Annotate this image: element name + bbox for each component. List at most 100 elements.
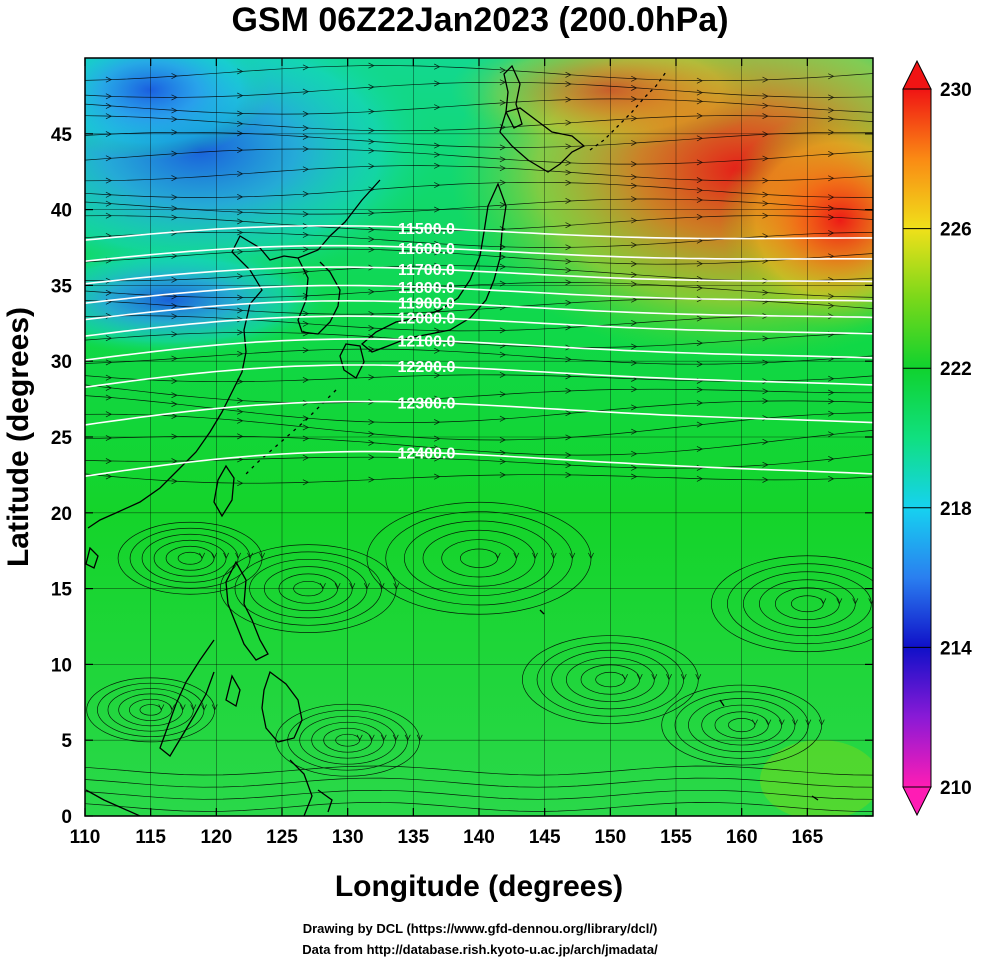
streamline-arrow xyxy=(302,454,310,461)
colorbar-tick-label: 222 xyxy=(940,359,972,380)
streamline-arrow xyxy=(237,329,244,336)
streamline-arrow xyxy=(302,88,310,95)
streamline-arrow xyxy=(237,307,244,314)
streamline-arrow xyxy=(434,473,441,480)
colorbar-tick-label: 210 xyxy=(940,778,972,799)
streamline-arrow xyxy=(237,273,244,280)
streamline-arrow xyxy=(302,211,310,218)
streamline-arrow xyxy=(302,133,310,140)
height-contour-line xyxy=(85,266,873,285)
streamline-arrow xyxy=(368,210,375,217)
streamline-arrow xyxy=(158,704,165,711)
streamline-arrow xyxy=(762,93,769,100)
y-tick-label: 5 xyxy=(61,731,72,752)
height-contour-label: 12100.0 xyxy=(398,333,456,350)
streamline-arrow xyxy=(302,190,310,197)
streamline-arrow xyxy=(565,279,572,286)
y-tick-label: 40 xyxy=(51,201,72,222)
colorbar-max-triangle xyxy=(902,59,932,90)
streamline-arrow xyxy=(368,419,375,426)
streamline-arrow xyxy=(631,404,638,411)
x-tick-label: 130 xyxy=(332,827,364,848)
y-tick-label: 45 xyxy=(51,125,73,146)
streamline-arrow xyxy=(434,262,441,269)
streamline-arrow xyxy=(631,271,638,278)
streamline-arrow xyxy=(368,734,375,742)
streamline xyxy=(85,65,873,82)
streamline-arrow xyxy=(765,719,772,726)
streamline-arrow xyxy=(565,159,572,166)
streamline-arrow xyxy=(499,156,507,163)
streamline-arrow xyxy=(631,450,638,457)
streamline-arrow xyxy=(171,331,178,338)
x-tick-label: 125 xyxy=(266,827,298,848)
streamline-arrow xyxy=(565,462,572,469)
streamline-arrow xyxy=(499,179,507,186)
streamline-arrow xyxy=(565,471,572,478)
streamline-arrow xyxy=(105,335,113,342)
streamline-arrow xyxy=(565,71,572,78)
streamline-arrow xyxy=(778,719,785,726)
streamline-arrow xyxy=(631,296,638,303)
streamline-arrow xyxy=(762,155,769,162)
streamline-arrow xyxy=(565,324,572,331)
streamline-eddy xyxy=(727,563,873,645)
streamline xyxy=(85,165,873,182)
streamline-arrow xyxy=(499,144,507,151)
colorbar-tick-label: 230 xyxy=(940,80,972,101)
x-tick-label: 135 xyxy=(397,827,429,848)
streamline xyxy=(85,81,873,98)
streamline-arrow xyxy=(762,131,769,138)
streamline-arrow xyxy=(762,289,769,296)
credit-data: Data from http://database.rish.kyoto-u.a… xyxy=(302,942,658,957)
streamline-arrow xyxy=(237,170,244,177)
streamline xyxy=(85,315,873,332)
streamline-arrow xyxy=(631,473,638,480)
streamline-arrow xyxy=(105,102,113,109)
streamline-arrow xyxy=(696,98,704,105)
streamline-arrow xyxy=(302,268,310,275)
streamline-arrow xyxy=(631,428,638,435)
streamline-arrow xyxy=(171,253,178,259)
streamline-arrow xyxy=(302,246,310,253)
streamline-arrow xyxy=(434,308,441,315)
streamline-arrow xyxy=(696,475,704,482)
chart-title: GSM 06Z22Jan2023 (200.0hPa) xyxy=(231,1,729,39)
streamline-arrow xyxy=(696,315,704,322)
height-contour-label: 11500.0 xyxy=(398,221,455,238)
streamline-arrow xyxy=(696,77,704,84)
streamline-arrow xyxy=(565,169,572,176)
height-contour-line xyxy=(85,284,873,304)
streamline-arrow xyxy=(171,313,178,320)
streamline-arrow xyxy=(565,179,572,186)
streamline-arrow xyxy=(631,360,638,366)
streamline-arrow xyxy=(105,289,113,296)
height-contour-label: 11600.0 xyxy=(398,241,455,258)
x-tick-label: 155 xyxy=(660,827,692,848)
streamline-arrow xyxy=(302,435,310,442)
streamline-arrow xyxy=(499,471,507,478)
colorbar-tick-label: 218 xyxy=(940,499,972,520)
streamline-arrow xyxy=(105,411,113,418)
streamline-arrow xyxy=(237,378,244,385)
streamline-arrow xyxy=(818,719,825,726)
streamline-arrow xyxy=(368,62,375,69)
streamline-arrow xyxy=(828,175,835,182)
streamline-arrow xyxy=(302,231,310,238)
streamline-arrow xyxy=(416,734,423,742)
streamline-arrow xyxy=(171,150,178,157)
streamline-arrow xyxy=(565,119,572,126)
streamline xyxy=(85,148,873,165)
streamline-arrow xyxy=(404,734,411,742)
streamline-arrow xyxy=(237,120,244,127)
streamline-arrow xyxy=(762,438,769,445)
streamline-arrow xyxy=(696,361,704,368)
streamline-arrow xyxy=(434,372,441,379)
streamline-arrow xyxy=(368,454,375,461)
height-contour-label: 11900.0 xyxy=(398,295,455,312)
streamline-arrow xyxy=(820,598,827,605)
streamline-arrow xyxy=(302,424,310,431)
streamline-arrow xyxy=(499,436,507,443)
streamline xyxy=(85,181,873,198)
streamline-arrow xyxy=(237,248,244,255)
